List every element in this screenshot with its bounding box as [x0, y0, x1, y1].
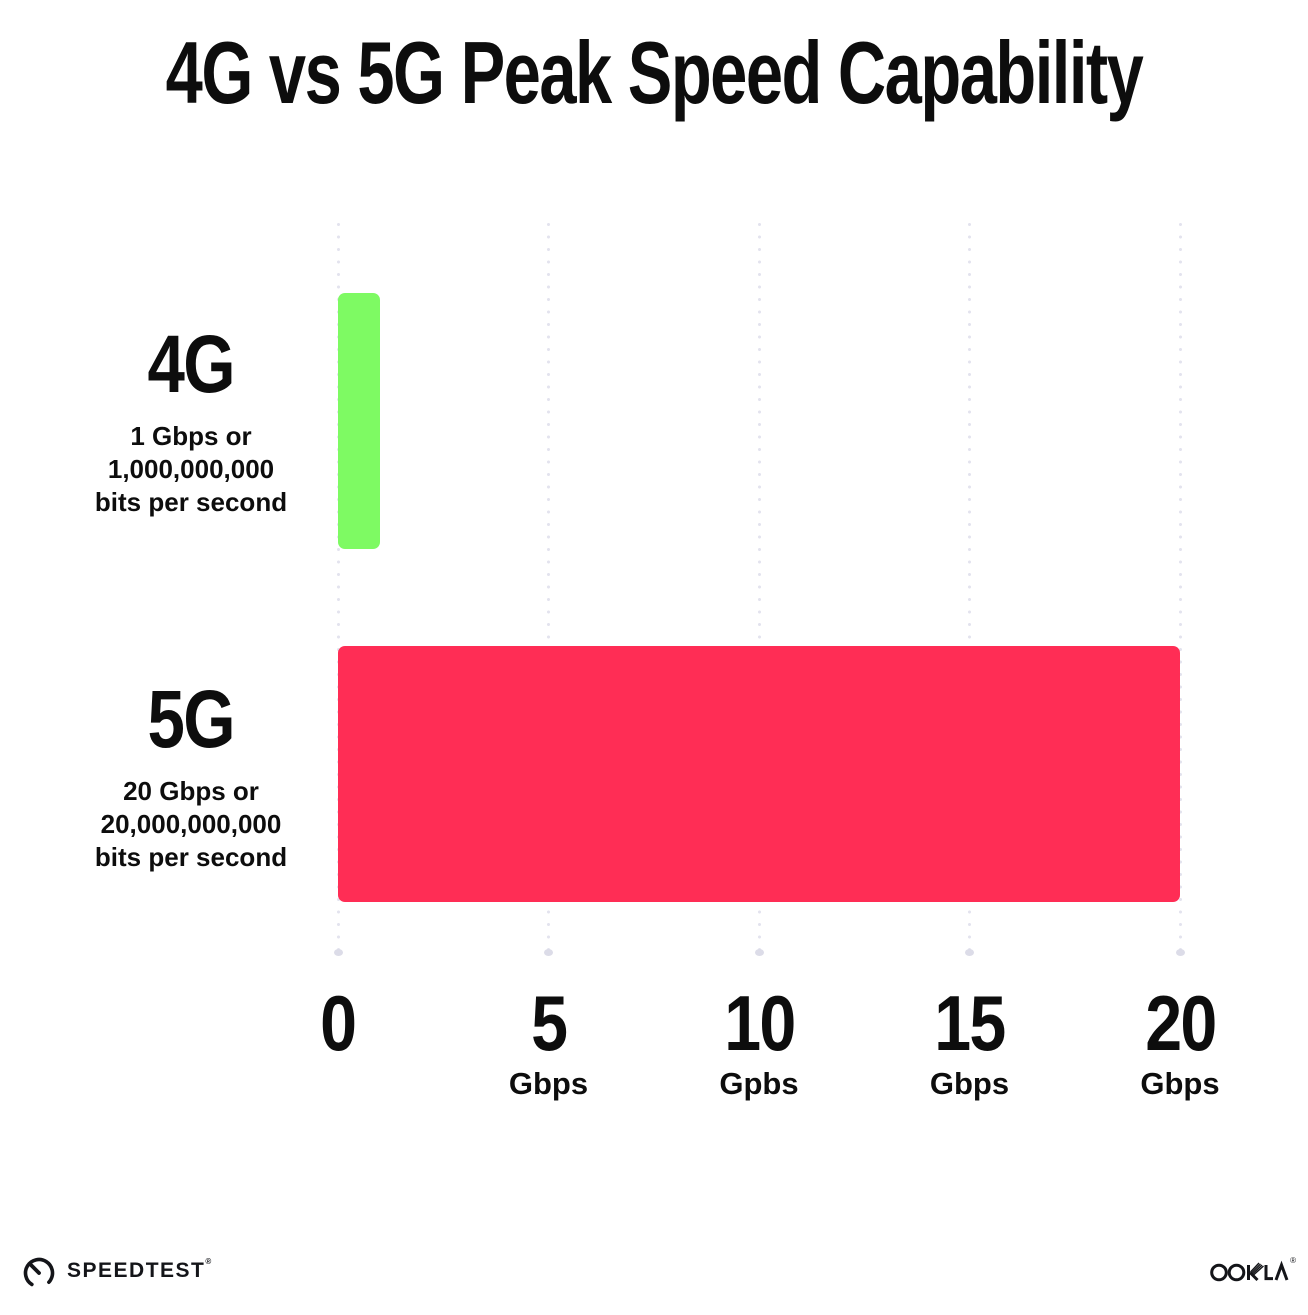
ookla-wordmark-icon: [1210, 1260, 1289, 1282]
row-label-5g-description: 20 Gbps or 20,000,000,000 bits per secon…: [34, 775, 348, 874]
speedtest-wordmark: SPEEDTEST: [67, 1259, 206, 1282]
ookla-logo: ®: [1210, 1256, 1296, 1284]
gridline-end-dot: [754, 949, 764, 956]
bar-5g: [338, 646, 1180, 902]
row-label-4g: 4G 1 Gbps or 1,000,000,000 bits per seco…: [34, 324, 348, 519]
x-tick-10: 10 Gpbs: [649, 984, 869, 1101]
gridline-20: [1175, 223, 1185, 956]
gridline-end-dot: [333, 949, 343, 956]
row-label-4g-name: 4G: [147, 319, 236, 410]
gridline-15: [965, 223, 974, 956]
x-tick-number: 10: [723, 979, 796, 1067]
gridline-5: [544, 223, 553, 956]
gridline-end-dot: [965, 949, 974, 956]
row-label-4g-line2: 1,000,000,000: [107, 454, 275, 484]
gridline-10: [754, 223, 764, 956]
row-label-5g: 5G 20 Gbps or 20,000,000,000 bits per se…: [34, 679, 348, 874]
x-tick-number: 15: [934, 979, 1006, 1067]
gridline-end-dot: [1175, 949, 1185, 956]
row-label-5g-line3: bits per second: [94, 842, 288, 872]
plot-area: [333, 223, 1185, 956]
speedtest-gauge-icon: [23, 1257, 55, 1289]
speedtest-reg-mark: ®: [205, 1257, 212, 1266]
chart-title: 4G vs 5G Peak Speed Capability: [165, 23, 1144, 122]
x-tick-unit: Gbps: [929, 1066, 1010, 1101]
row-label-5g-line1: 20 Gbps or: [123, 776, 259, 806]
row-label-4g-line1: 1 Gbps or: [130, 421, 252, 451]
x-tick-15: 15 Gbps: [860, 984, 1080, 1101]
row-label-5g-name: 5G: [147, 674, 236, 765]
x-axis-labels: 0 5 Gbps 10 Gpbs 15 Gbps 20 Gbps: [320, 984, 1219, 1104]
x-tick-unit: Gbps: [508, 1066, 589, 1101]
row-label-4g-description: 1 Gbps or 1,000,000,000 bits per second: [34, 420, 348, 519]
row-label-5g-line2: 20,000,000,000: [100, 809, 282, 839]
x-tick-unit: Gpbs: [719, 1066, 799, 1101]
ookla-reg-mark: ®: [1290, 1256, 1296, 1265]
x-tick-number: 0: [320, 979, 357, 1067]
x-tick-0: 0: [228, 984, 448, 1062]
speedtest-logo: SPEEDTEST®: [20, 1252, 211, 1290]
x-tick-unit: Gbps: [1140, 1066, 1220, 1101]
row-label-4g-line3: bits per second: [94, 487, 288, 517]
x-tick-20: 20 Gbps: [1070, 984, 1290, 1101]
gridline-0: [333, 223, 343, 956]
x-tick-5: 5 Gbps: [439, 984, 659, 1101]
gridline-end-dot: [544, 949, 553, 956]
x-tick-number: 5: [530, 979, 568, 1067]
x-tick-number: 20: [1144, 979, 1217, 1067]
bar-4g: [338, 293, 381, 549]
